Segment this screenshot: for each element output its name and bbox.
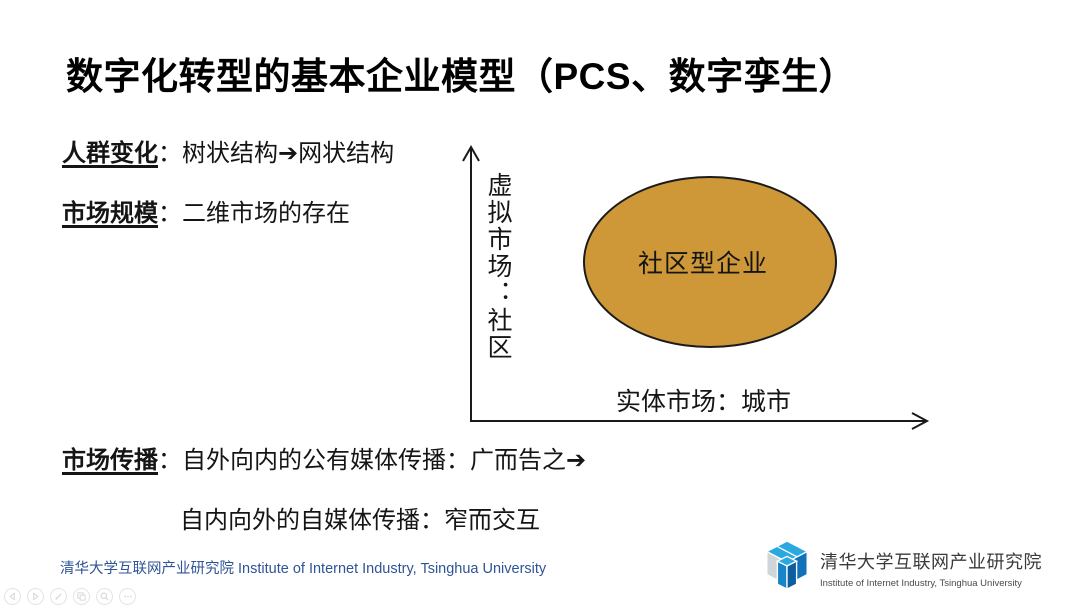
bullet-label: 市场传播: [62, 447, 158, 474]
bullet-separator: ：: [158, 140, 182, 167]
bullet-market-communication: 市场传播：自外向内的公有媒体传播：广而告之➔: [62, 440, 586, 475]
bullet-crowd-change: 人群变化：树状结构➔网状结构: [62, 133, 394, 168]
footer-institute-line: 清华大学互联网产业研究院 Institute of Internet Indus…: [60, 561, 547, 577]
x-axis-label: 实体市场：城市: [616, 388, 792, 416]
brand-block: 清华大学互联网产业研究院 Institute of Internet Indus…: [762, 538, 1042, 599]
bullet-text: 自外向内的公有媒体传播：广而告之➔: [182, 447, 587, 474]
next-slide-icon[interactable]: [27, 588, 44, 605]
bullet-separator: ：: [158, 447, 182, 474]
pen-icon[interactable]: [50, 588, 67, 605]
slide-title: 数字化转型的基本企业模型（PCS、数字孪生）: [66, 56, 857, 97]
bullet-text: 二维市场的存在: [182, 200, 350, 227]
y-axis-label: 虚拟市场：社区: [484, 172, 512, 361]
more-options-icon[interactable]: [119, 588, 136, 605]
brand-name-en: Institute of Internet Industry, Tsinghua…: [820, 578, 1022, 589]
bullet-market-communication-line2: 自内向外的自媒体传播：窄而交互: [180, 500, 540, 535]
bullet-label: 人群变化: [62, 140, 158, 167]
bullet-text: 树状结构➔网状结构: [182, 140, 395, 167]
bullet-label: 市场规模: [62, 200, 158, 227]
brand-name-cn: 清华大学互联网产业研究院: [820, 552, 1042, 572]
community-enterprise-ellipse: 社区型企业: [583, 176, 837, 348]
slideshow-controls: [4, 588, 136, 605]
tsinghua-cube-logo-icon: [762, 538, 812, 599]
all-slides-icon[interactable]: [73, 588, 90, 605]
bullet-market-scale: 市场规模：二维市场的存在: [62, 193, 350, 228]
bullet-text: 自内向外的自媒体传播：窄而交互: [180, 507, 540, 534]
bullet-separator: ：: [158, 200, 182, 227]
zoom-icon[interactable]: [96, 588, 113, 605]
ellipse-label: 社区型企业: [637, 250, 768, 278]
previous-slide-icon[interactable]: [4, 588, 21, 605]
